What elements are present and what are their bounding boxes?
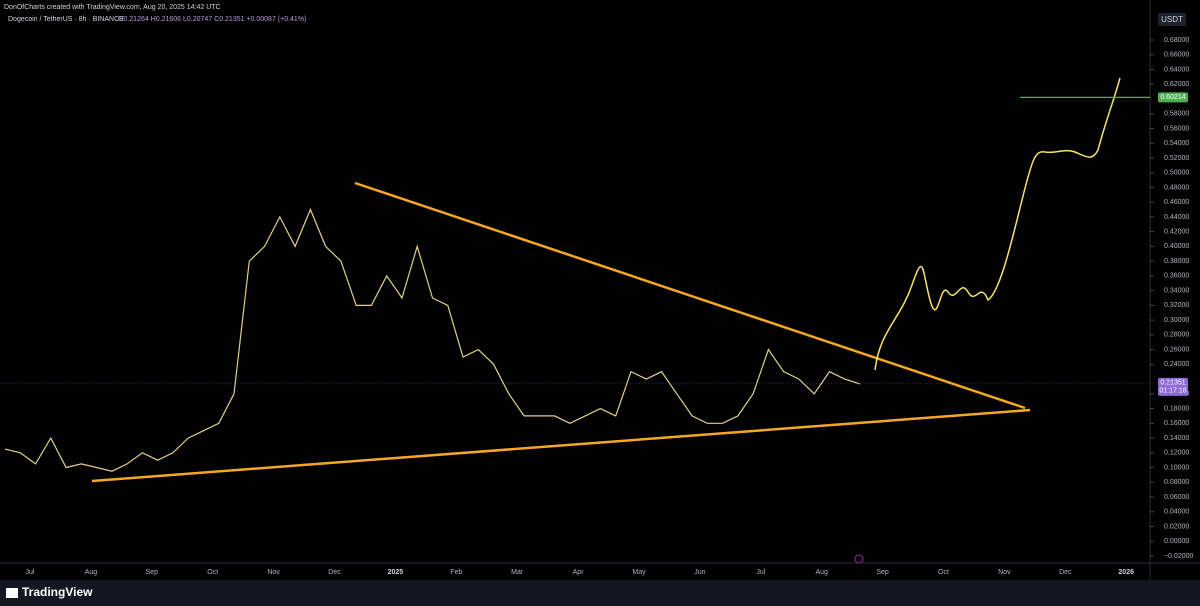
y-axis-unit: USDT	[1161, 15, 1183, 24]
last-price-badge	[1158, 377, 1188, 396]
y-tick-label: 0.28000	[1164, 332, 1189, 339]
y-tick-label: 0.30000	[1164, 317, 1189, 324]
y-tick-label: 0.44000	[1164, 214, 1189, 221]
y-tick-label: 0.32000	[1164, 302, 1189, 309]
event-icon	[854, 554, 864, 564]
y-tick-label: 0.48000	[1164, 184, 1189, 191]
y-tick-label: 0.52000	[1164, 155, 1189, 162]
x-tick-label: Aug	[85, 569, 98, 576]
y-tick-label: −0.02000	[1164, 553, 1193, 560]
y-tick-label: 0.24000	[1164, 361, 1189, 368]
footer-bar	[0, 580, 1200, 606]
x-tick-label: Oct	[938, 569, 949, 576]
y-tick-label: 0.56000	[1164, 125, 1189, 132]
x-tick-label: Aug	[815, 569, 828, 576]
ohlc: O0.21264 H0.21606 L0.20747 C0.21351 +0.0…	[118, 16, 306, 23]
x-tick-label: Sep	[146, 569, 159, 576]
y-tick-label: 0.68000	[1164, 37, 1189, 44]
unit-box	[1158, 13, 1186, 26]
y-tick-label: 0.34000	[1164, 287, 1189, 294]
y-tick-label: 0.16000	[1164, 420, 1189, 427]
x-tick-label: Nov	[267, 569, 280, 576]
credit: DonOfCharts created with TradingView.com…	[4, 4, 221, 11]
x-tick-label: Jun	[694, 569, 705, 576]
y-tick-label: 0.18000	[1164, 405, 1189, 412]
y-tick-label: 0.04000	[1164, 509, 1189, 516]
x-tick-label: Oct	[207, 569, 218, 576]
y-tick-label: 0.12000	[1164, 450, 1189, 457]
x-tick-label: Dec	[1059, 569, 1072, 576]
lower-trendline	[91, 408, 1031, 483]
y-tick-label: 0.38000	[1164, 258, 1189, 265]
y-tick-label: 0.02000	[1164, 523, 1189, 530]
x-tick-label: 2025	[388, 569, 404, 576]
countdown: 01:17:18	[1159, 388, 1186, 395]
y-tick-label: 0.66000	[1164, 52, 1189, 59]
y-tick-label: 0.54000	[1164, 140, 1189, 147]
y-tick-label: 0.64000	[1164, 66, 1189, 73]
y-tick-label: 0.58000	[1164, 111, 1189, 118]
projection-path	[874, 77, 1121, 371]
x-tick-label: Sep	[876, 569, 889, 576]
x-tick-label: Feb	[450, 569, 462, 576]
x-tick-label: Nov	[998, 569, 1011, 576]
brand-logo	[6, 588, 18, 598]
chart-title: Dogecoin / TetherUS · 8h · BINANCE	[8, 16, 124, 23]
y-tick-label: 0.08000	[1164, 479, 1189, 486]
last-price-label: 0.21351	[1160, 380, 1185, 387]
y-tick-label: 0.10000	[1164, 464, 1189, 471]
x-tick-label: 2026	[1118, 569, 1134, 576]
x-tick-label: Mar	[511, 569, 524, 576]
y-tick-label: 0.50000	[1164, 170, 1189, 177]
y-tick-label: 0.46000	[1164, 199, 1189, 206]
y-tick-label: 0.14000	[1164, 435, 1189, 442]
target-label: 0.60214	[1160, 94, 1185, 101]
price-line	[4, 207, 861, 472]
x-tick-label: Apr	[573, 569, 585, 576]
y-tick-label: 0.06000	[1164, 494, 1189, 501]
x-tick-label: Jul	[26, 569, 35, 576]
y-tick-label: 0.36000	[1164, 273, 1189, 280]
y-tick-label: 0.62000	[1164, 81, 1189, 88]
target-badge	[1158, 92, 1188, 103]
y-tick-label: 0.00000	[1164, 538, 1189, 545]
brand: TradingView	[22, 585, 93, 599]
x-tick-label: Dec	[328, 569, 341, 576]
y-tick-label: 0.40000	[1164, 243, 1189, 250]
y-tick-label: 0.26000	[1164, 346, 1189, 353]
y-tick-label: 0.42000	[1164, 229, 1189, 236]
upper-trendline	[354, 181, 1026, 410]
x-tick-label: May	[632, 569, 646, 576]
x-tick-label: Jul	[756, 569, 765, 576]
